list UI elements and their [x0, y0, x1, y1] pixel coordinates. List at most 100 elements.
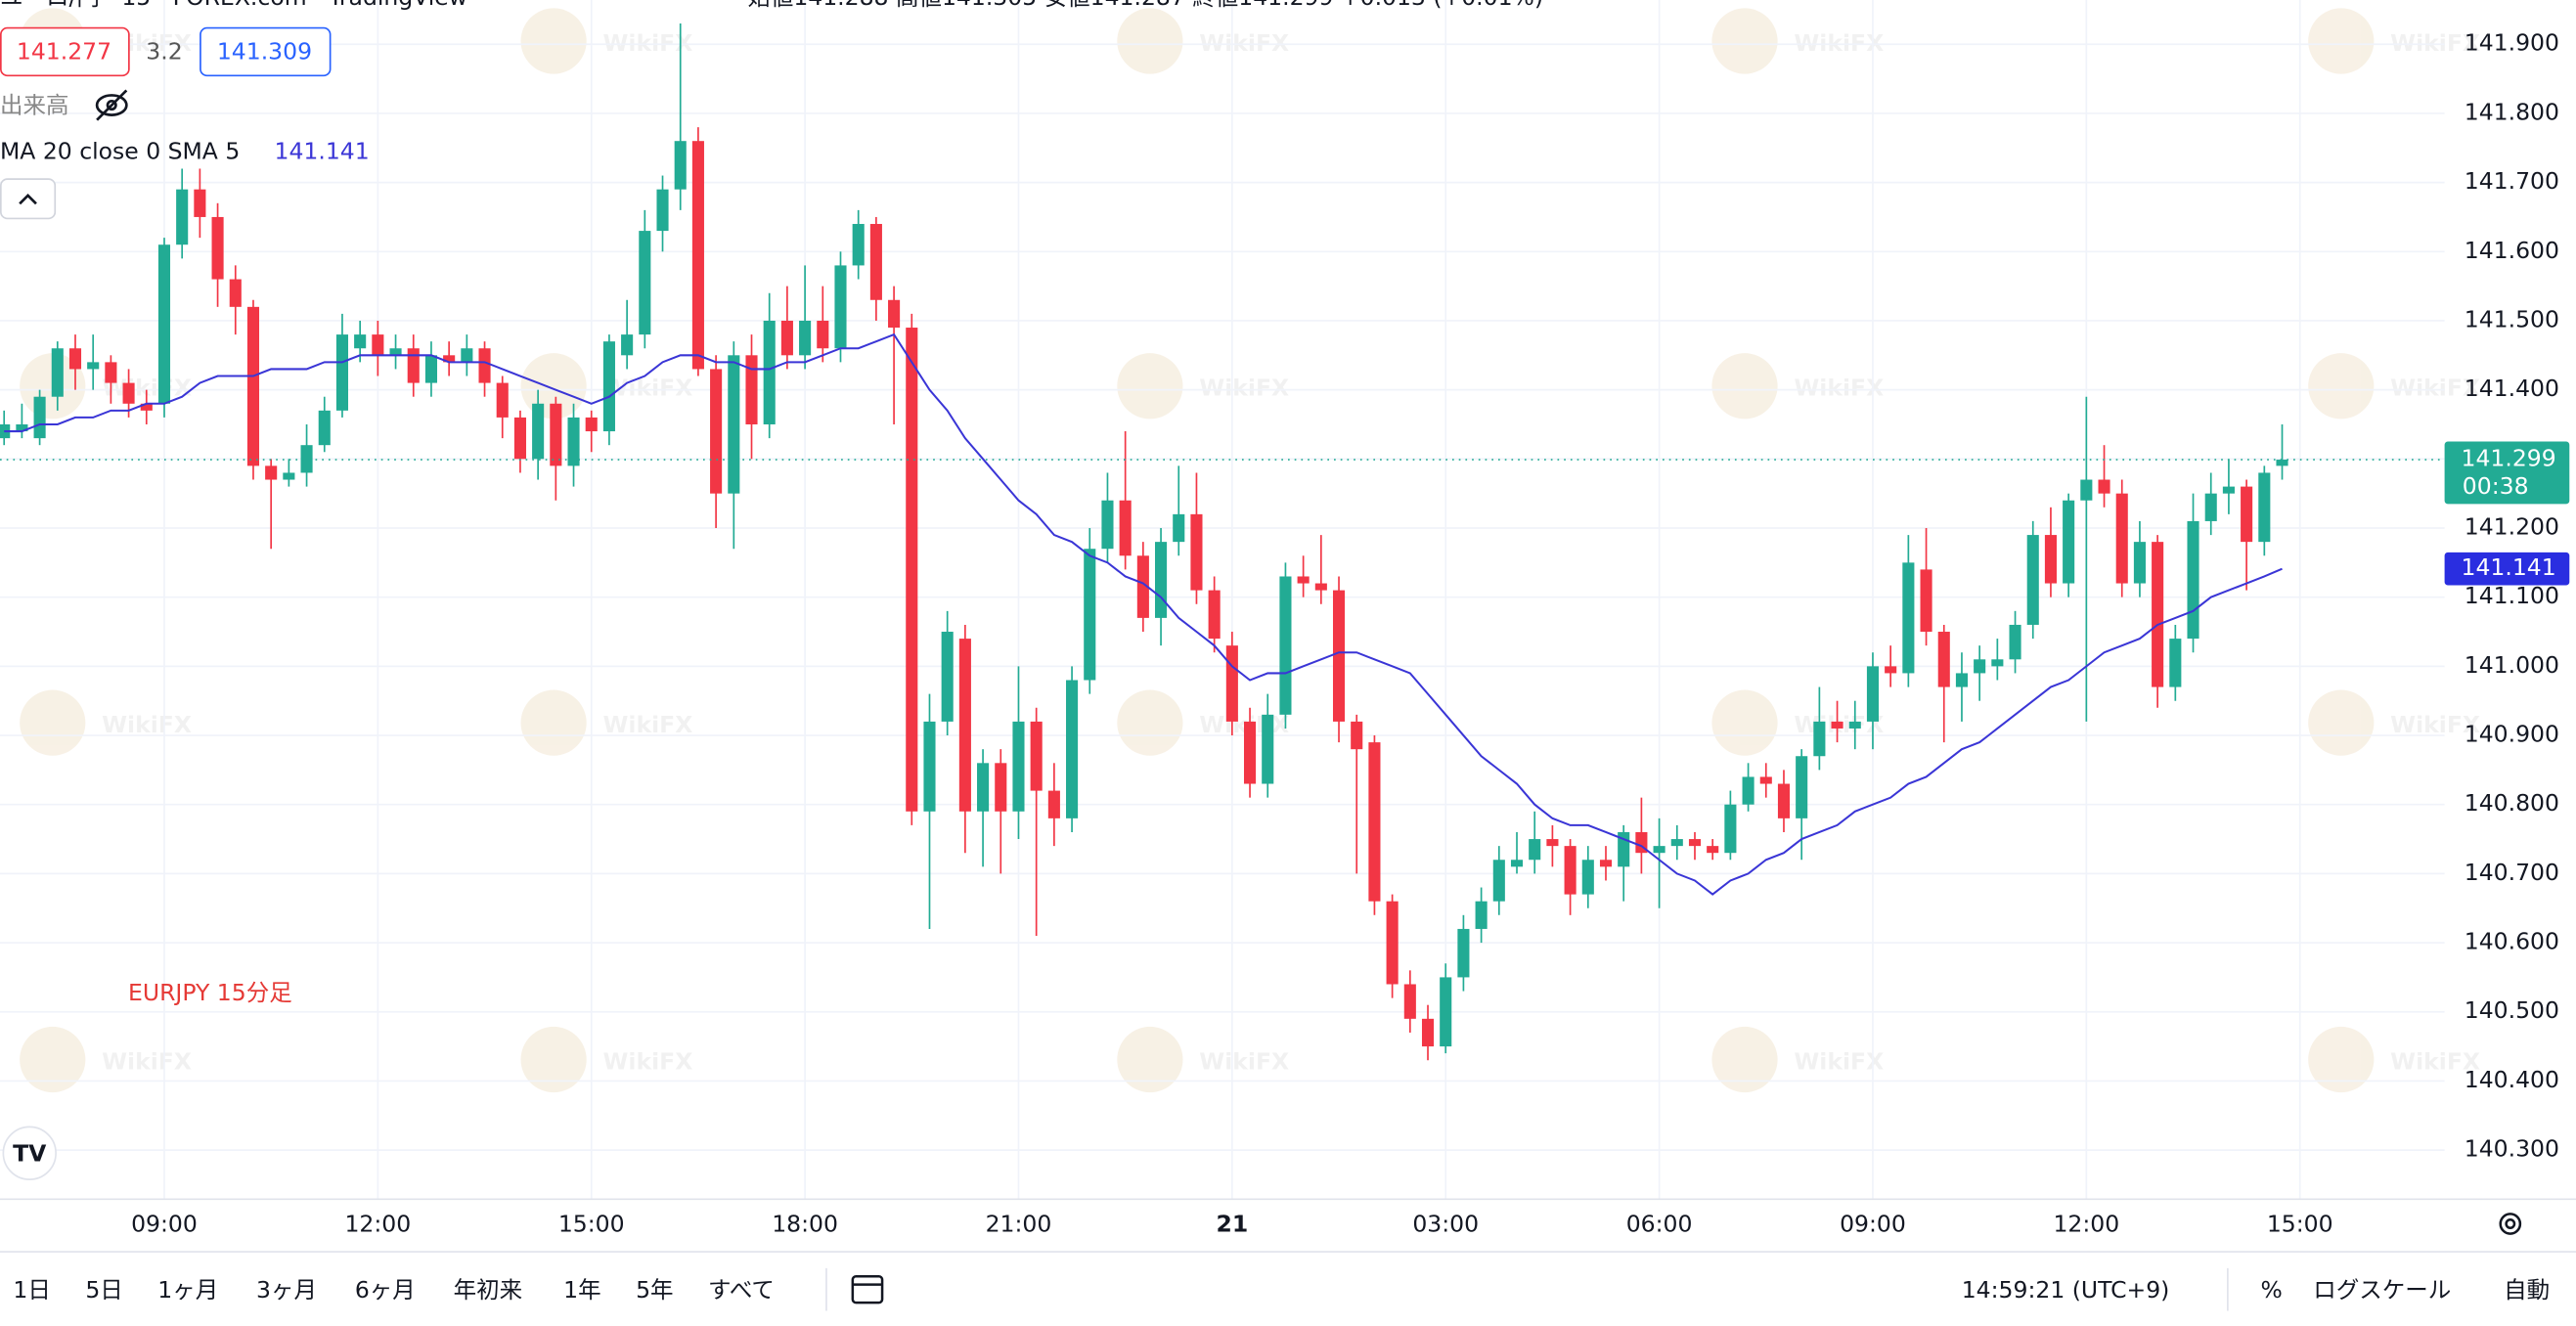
watermark-text: WikiFX	[2390, 1047, 2480, 1075]
candle-body	[1866, 666, 1880, 722]
candle-body	[567, 417, 580, 466]
candle-body	[16, 423, 28, 432]
range-button[interactable]: 3ヶ月	[256, 1276, 317, 1304]
candle-body	[1813, 721, 1826, 757]
candle-body	[1546, 839, 1559, 847]
y-tick-label: 140.700	[2465, 859, 2559, 886]
candle-body	[621, 334, 634, 356]
watermark: WikiFX	[520, 689, 693, 756]
candle-body	[1777, 783, 1791, 818]
y-tick-label: 141.100	[2465, 582, 2559, 609]
range-button[interactable]: すべて	[708, 1276, 775, 1304]
candle-body	[1297, 576, 1310, 584]
candle-body	[532, 403, 545, 460]
x-tick-label: 12:00	[344, 1211, 411, 1238]
candle-body	[1403, 984, 1416, 1019]
watermark-text: WikiFX	[102, 1047, 192, 1075]
candle-body	[1920, 569, 1932, 633]
candle-body	[496, 382, 509, 418]
watermark: WikiFX	[520, 8, 692, 74]
range-button[interactable]: 1日	[13, 1276, 50, 1304]
y-tick-label: 141.800	[2465, 98, 2559, 125]
settings-icon[interactable]	[2499, 1213, 2522, 1235]
watermark-text: WikiFX	[2390, 29, 2480, 57]
range-button[interactable]: 6ヶ月	[355, 1276, 416, 1304]
candle-body	[300, 445, 313, 473]
candle-body	[2187, 520, 2199, 640]
candle-body	[68, 348, 82, 370]
candle-body	[585, 417, 598, 432]
calendar-icon[interactable]	[851, 1274, 884, 1304]
candle-body	[1084, 549, 1096, 681]
candle-body	[478, 348, 491, 383]
candle-body	[745, 355, 758, 424]
candle-body	[834, 265, 847, 349]
range-button[interactable]: 年初来	[454, 1276, 522, 1304]
bid[interactable]: 141.277	[17, 37, 111, 65]
watermark-logo	[2308, 8, 2375, 74]
range-button[interactable]: 5年	[636, 1276, 673, 1304]
candle-body	[2044, 535, 2057, 584]
candle-body	[1155, 542, 1168, 618]
candle-body	[1492, 860, 1505, 902]
candle-body	[1742, 776, 1754, 805]
candle-body	[1991, 659, 2004, 667]
candle-body	[335, 334, 349, 411]
auto-toggle[interactable]: 自動	[2504, 1276, 2550, 1304]
tv-logo[interactable]: TV	[2, 1126, 57, 1180]
candle-body	[176, 189, 189, 245]
y-tick-label: 141.600	[2465, 237, 2559, 264]
chevron-icon	[19, 194, 37, 205]
hide-icon[interactable]	[95, 89, 128, 121]
last-price-label: 141.299	[2462, 445, 2556, 472]
y-tick-label: 141.200	[2465, 513, 2559, 541]
candle-body	[2080, 479, 2093, 501]
range-button[interactable]: 5日	[85, 1276, 122, 1304]
x-tick-label: 21:00	[986, 1211, 1052, 1238]
y-tick-label: 140.800	[2465, 789, 2559, 817]
range-button[interactable]: 1年	[563, 1276, 600, 1304]
range-button[interactable]: 1ヶ月	[157, 1276, 218, 1304]
candle-body	[869, 224, 882, 300]
candle-body	[1173, 513, 1185, 543]
watermark-logo	[1117, 353, 1183, 420]
candle-body	[1848, 721, 1861, 729]
y-tick-label: 140.500	[2465, 996, 2559, 1024]
candle-body	[691, 141, 704, 370]
candle-body	[1510, 860, 1524, 867]
candle-body	[318, 410, 331, 446]
watermark-logo	[2308, 1026, 2375, 1093]
candle-body	[140, 403, 153, 411]
candle-body	[33, 396, 46, 439]
percent-toggle[interactable]: %	[2260, 1276, 2282, 1304]
candle-body	[372, 334, 384, 356]
spread: 3.2	[146, 37, 182, 65]
candle-body	[941, 632, 954, 722]
candle-body	[1440, 977, 1452, 1047]
collapse-button[interactable]	[0, 178, 57, 220]
ask[interactable]: 141.309	[217, 37, 312, 65]
ask-box[interactable]	[200, 26, 332, 77]
bid-box[interactable]	[0, 26, 130, 77]
log-toggle[interactable]: ログスケール	[2313, 1276, 2451, 1304]
candle-body	[1759, 776, 1772, 784]
watermark-text: WikiFX	[603, 711, 693, 738]
watermark-logo	[1711, 1026, 1778, 1093]
watermark: WikiFX	[1117, 8, 1289, 74]
candle-body	[2222, 486, 2235, 494]
x-tick-label: 06:00	[1626, 1211, 1693, 1238]
watermark: WikiFX	[1711, 8, 1884, 74]
watermark-logo	[2308, 689, 2375, 756]
candle-body	[1190, 513, 1203, 591]
candle-body	[1101, 500, 1114, 550]
candle-body	[2258, 472, 2271, 543]
candle-body	[1688, 839, 1702, 847]
ma-legend: MA 20 close 0 SMA 5	[0, 138, 240, 165]
chart-header: ユーロ/円 · 15 · FOREX.com · TradingView	[0, 0, 467, 11]
candle-body	[1457, 928, 1470, 978]
watermark: WikiFX	[2308, 1026, 2480, 1093]
candle-body	[1208, 590, 1221, 640]
candle-body	[1066, 680, 1079, 818]
watermarks: WikiFX WikiFX WikiFX WikiFX WikiFX WikiFX Wiki…	[20, 8, 2480, 1093]
candle-body	[1243, 721, 1257, 784]
